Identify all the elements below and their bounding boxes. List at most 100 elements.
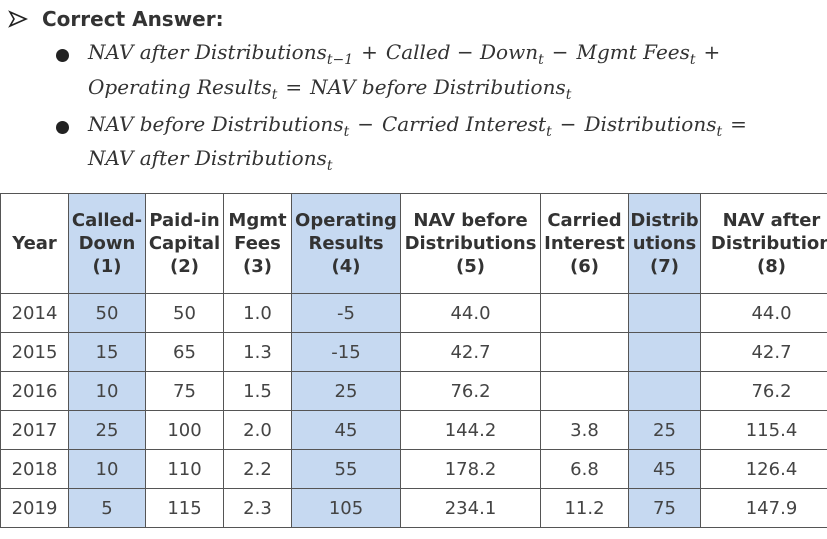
header-line: Results	[308, 233, 384, 254]
subscript: t	[716, 124, 723, 140]
table-cell: 3.8	[540, 410, 629, 450]
formula-line: NAV after Distributionst	[88, 146, 333, 174]
term: Distributions	[584, 112, 717, 136]
formula-line: NAV after Distributionst−1 + Called − Down…	[88, 40, 728, 68]
table-cell: 42.7	[700, 332, 827, 372]
table-cell: 2.2	[223, 449, 292, 489]
term: NAV after Distributions	[88, 40, 327, 64]
column-header: NAV after Distribution (8)	[700, 193, 827, 294]
term: NAV before Distributions	[310, 75, 566, 99]
table: Year Called- Down (1) Paid-in Capital (2) Mgmt F…	[0, 193, 827, 528]
table-cell: 2014	[0, 293, 69, 333]
operator: +	[361, 40, 378, 64]
table-cell: 55	[291, 449, 401, 489]
header: Correct Answer:	[8, 4, 224, 34]
table-cell	[628, 371, 701, 411]
header-line: Paid-in	[149, 210, 220, 231]
table-cell: 75	[628, 488, 701, 528]
column-header: Paid-in Capital (2)	[145, 193, 224, 294]
header-line: (1)	[92, 256, 122, 277]
header-line: Year	[12, 233, 57, 254]
table-row: 2019 5 115 2.3 105 234.1 11.2 75 147.9	[0, 488, 827, 528]
header-line: Carried	[547, 210, 622, 231]
table-row: 2017 25 100 2.0 45 144.2 3.8 25 115.4	[0, 410, 827, 450]
header-line: Capital	[148, 233, 221, 254]
subscript: t	[538, 52, 544, 68]
table-cell: 11.2	[540, 488, 629, 528]
table-cell: 65	[145, 332, 224, 372]
arrow-bullet	[8, 10, 28, 28]
header-line: utions	[632, 233, 697, 254]
table-cell: 76.2	[400, 371, 541, 411]
header-line: (7)	[650, 256, 679, 277]
table-cell: 44.0	[700, 293, 827, 333]
table-cell: 44.0	[400, 293, 541, 333]
term: Operating Results	[88, 75, 272, 99]
table-cell	[628, 293, 701, 333]
header-line: (2)	[170, 256, 199, 277]
operator: −	[559, 112, 577, 136]
table-cell: -5	[291, 293, 401, 333]
table-cell: 25	[291, 371, 401, 411]
bullet-dot	[56, 49, 69, 62]
term: Mgmt Fees	[576, 40, 690, 64]
table-cell	[540, 371, 629, 411]
table-row: 2014 50 50 1.0 -5 44.0 44.0	[0, 293, 827, 333]
bullet-dot	[56, 121, 69, 134]
subscript: t	[565, 87, 572, 103]
subscript: t	[271, 87, 278, 103]
operator: −	[551, 40, 569, 64]
table-cell: 105	[291, 488, 401, 528]
table-cell: 75	[145, 371, 224, 411]
table-cell: 2019	[0, 488, 69, 528]
column-header: Distrib utions (7)	[628, 193, 701, 294]
subscript: t	[343, 124, 350, 140]
table-body: 2014 50 50 1.0 -5 44.0 44.0 2015 15 65 1.3 -15 42.7 4…	[0, 293, 827, 528]
table-cell: 2015	[0, 332, 69, 372]
column-header: Year	[0, 193, 69, 294]
table-cell	[628, 332, 701, 372]
subscript: t	[546, 124, 552, 140]
table-cell: 178.2	[400, 449, 541, 489]
formula-line: NAV before Distributionst − Carried Intere…	[88, 112, 755, 140]
header-row: Year Called- Down (1) Paid-in Capital (2) Mgmt F…	[0, 193, 827, 294]
header-line: Down	[78, 233, 136, 254]
table-row: 2016 10 75 1.5 25 76.2 76.2	[0, 371, 827, 411]
table-cell: 100	[145, 410, 224, 450]
header-line: (5)	[456, 256, 485, 277]
header-line: Called-	[71, 210, 143, 231]
column-header: Mgmt Fees (3)	[223, 193, 292, 294]
header-line: (6)	[570, 256, 599, 277]
term: Carried Interest	[381, 112, 547, 136]
header-line: (4)	[331, 256, 361, 277]
table-cell: 126.4	[700, 449, 827, 489]
operator: =	[730, 112, 747, 136]
header-line: Mgmt	[228, 210, 287, 231]
table-cell: 42.7	[400, 332, 541, 372]
table-cell: 45	[628, 449, 701, 489]
table-cell: 2017	[0, 410, 69, 450]
table-cell: 5	[68, 488, 146, 528]
table-cell: 25	[68, 410, 146, 450]
table-cell: 2.0	[223, 410, 292, 450]
table-cell: 110	[145, 449, 224, 489]
table-cell: 2.3	[223, 488, 292, 528]
table-row: 2018 10 110 2.2 55 178.2 6.8 45 126.4	[0, 449, 827, 489]
table-cell: 15	[68, 332, 146, 372]
table-cell: 1.5	[223, 371, 292, 411]
table-row: 2015 15 65 1.3 -15 42.7 42.7	[0, 332, 827, 372]
subscript: t	[326, 158, 333, 174]
table-cell: 1.3	[223, 332, 292, 372]
table-cell: 147.9	[700, 488, 827, 528]
table-cell: 6.8	[540, 449, 629, 489]
column-header: Carried Interest (6)	[540, 193, 629, 294]
column-header: Operating Results (4)	[291, 193, 401, 294]
column-header: Called- Down (1)	[68, 193, 146, 294]
table-cell: 10	[68, 449, 146, 489]
header-line: NAV after	[722, 210, 821, 231]
operator: +	[703, 40, 721, 64]
table-cell	[540, 332, 629, 372]
term: NAV after Distributions	[88, 146, 327, 170]
header-line: Fees	[234, 233, 281, 254]
